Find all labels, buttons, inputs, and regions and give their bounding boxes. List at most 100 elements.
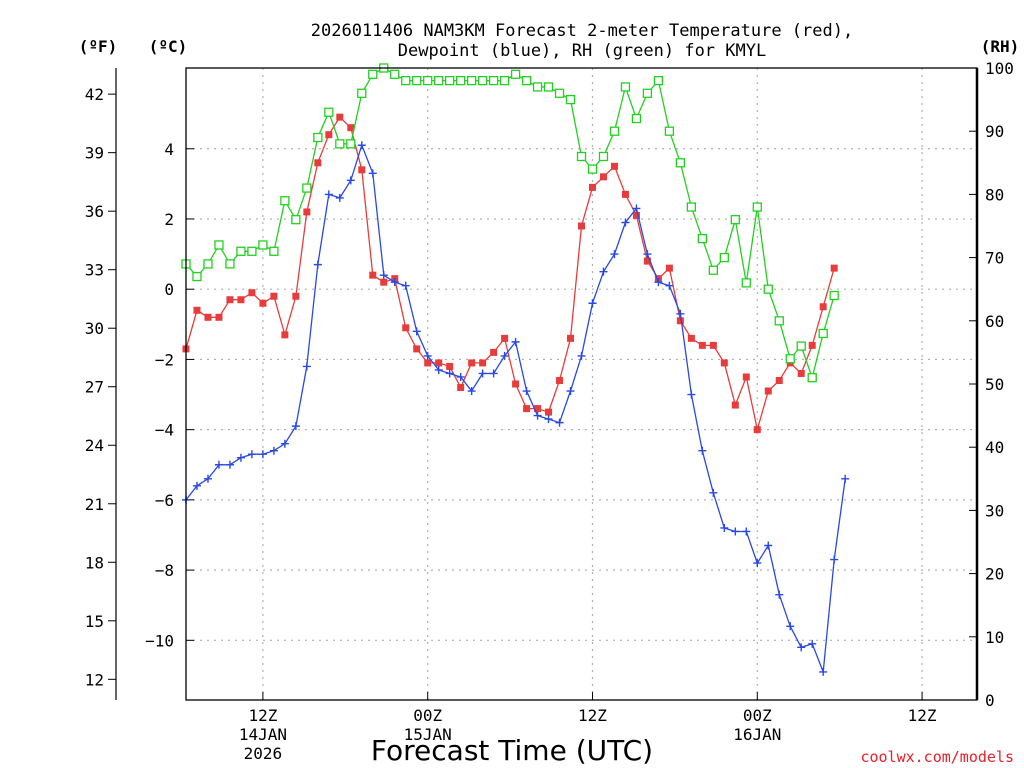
temperature-point xyxy=(457,384,465,392)
temperature-point xyxy=(490,348,498,356)
dewpoint-point xyxy=(511,337,520,346)
temperature-point xyxy=(578,222,585,230)
rh-tick-label: 70 xyxy=(985,249,1004,268)
dewpoint-point xyxy=(599,267,608,276)
dewpoint-point xyxy=(346,176,355,185)
dewpoint-point xyxy=(192,481,201,490)
rh-tick-label: 40 xyxy=(985,438,1004,457)
temperature-point xyxy=(753,426,761,434)
fahrenheit-tick-label: 15 xyxy=(85,612,104,631)
dewpoint-point xyxy=(665,281,674,290)
rh-point xyxy=(818,328,828,339)
rh-point xyxy=(521,75,532,86)
temperature-point xyxy=(665,264,673,272)
temperature-point xyxy=(281,331,289,339)
dewpoint-point xyxy=(313,260,322,269)
rh-tick-label: 80 xyxy=(985,185,1004,204)
dewpoint-point xyxy=(390,278,399,287)
temperature-point xyxy=(775,376,783,384)
time-tick-label: 12Z xyxy=(248,706,277,725)
dewpoint-point xyxy=(742,527,751,536)
dewpoint-point xyxy=(698,446,707,455)
temperature-point xyxy=(512,380,520,388)
temperature-line xyxy=(185,116,835,430)
fahrenheit-tick-label: 42 xyxy=(85,85,104,104)
rh-tick-label: 10 xyxy=(985,628,1004,647)
rh-point xyxy=(543,82,554,92)
rh-tick-label: 50 xyxy=(985,375,1004,394)
celsius-tick-label: −2 xyxy=(155,350,174,369)
temperature-point xyxy=(643,257,651,265)
rh-point xyxy=(675,158,686,168)
temperature-point xyxy=(501,334,509,342)
dewpoint-point xyxy=(753,559,762,568)
rh-point xyxy=(434,75,444,86)
dewpoint-point xyxy=(412,327,421,336)
rh-point xyxy=(346,139,356,149)
temperature-point xyxy=(709,341,717,349)
dewpoint-point xyxy=(236,453,245,462)
rh-point xyxy=(719,252,729,263)
temperature-point xyxy=(226,296,234,304)
dewpoint-point xyxy=(566,387,575,396)
temperature-point xyxy=(446,362,454,370)
rh-point xyxy=(390,69,400,79)
date-label: 14JAN xyxy=(239,725,287,744)
rh-point xyxy=(576,151,587,162)
dewpoint-point xyxy=(687,390,696,399)
dewpoint-point xyxy=(401,281,410,290)
temperature-point xyxy=(237,296,245,304)
rh-point xyxy=(554,88,565,98)
temperature-point xyxy=(742,373,750,381)
dewpoint-point xyxy=(654,278,663,287)
dewpoint-point xyxy=(819,667,828,676)
series-layer xyxy=(181,63,850,676)
rh-tick-label: 30 xyxy=(985,501,1004,520)
rh-point xyxy=(609,126,620,136)
rh-point xyxy=(214,240,224,250)
temperature-point xyxy=(808,341,816,349)
dewpoint-point xyxy=(588,299,597,308)
celsius-tick-label: 0 xyxy=(164,280,174,299)
dewpoint-point xyxy=(214,460,223,469)
rh-point xyxy=(763,284,773,294)
rh-point xyxy=(401,75,411,86)
fahrenheit-tick-label: 27 xyxy=(85,378,104,397)
fahrenheit-tick-label: 21 xyxy=(85,495,104,514)
dewpoint-point xyxy=(456,372,465,381)
rh-point xyxy=(269,246,279,256)
rh-point xyxy=(499,75,510,86)
date-label: 16JAN xyxy=(733,725,781,744)
temperature-point xyxy=(567,334,575,342)
fahrenheit-unit-label: (ºF) xyxy=(79,37,118,56)
temperature-point xyxy=(413,345,421,353)
temperature-point xyxy=(621,190,629,198)
dewpoint-point xyxy=(467,387,476,396)
celsius-tick-label: 2 xyxy=(164,210,174,229)
dewpoint-point xyxy=(764,541,773,550)
rh-point xyxy=(456,75,466,86)
temperature-point xyxy=(325,131,333,139)
rh-point xyxy=(620,82,631,92)
dewpoint-point xyxy=(478,369,487,378)
dewpoint-point xyxy=(731,527,740,536)
dewpoint-point xyxy=(786,622,795,631)
dewpoint-point xyxy=(225,460,234,469)
rh-point xyxy=(510,69,521,79)
dewpoint-line xyxy=(185,143,846,673)
fahrenheit-tick-label: 12 xyxy=(85,670,104,689)
rh-point xyxy=(225,259,235,269)
dewpoint-point xyxy=(841,474,850,483)
celsius-tick-label: 4 xyxy=(164,140,174,159)
dewpoint-point xyxy=(489,369,498,378)
rh-point xyxy=(708,265,718,275)
celsius-tick-label: −6 xyxy=(155,491,174,510)
rh-point xyxy=(642,88,653,98)
rh-point xyxy=(653,75,664,86)
rh-point xyxy=(488,75,499,86)
fahrenheit-tick-label: 36 xyxy=(85,202,104,221)
rh-point xyxy=(532,82,543,92)
dewpoint-point xyxy=(269,446,278,455)
